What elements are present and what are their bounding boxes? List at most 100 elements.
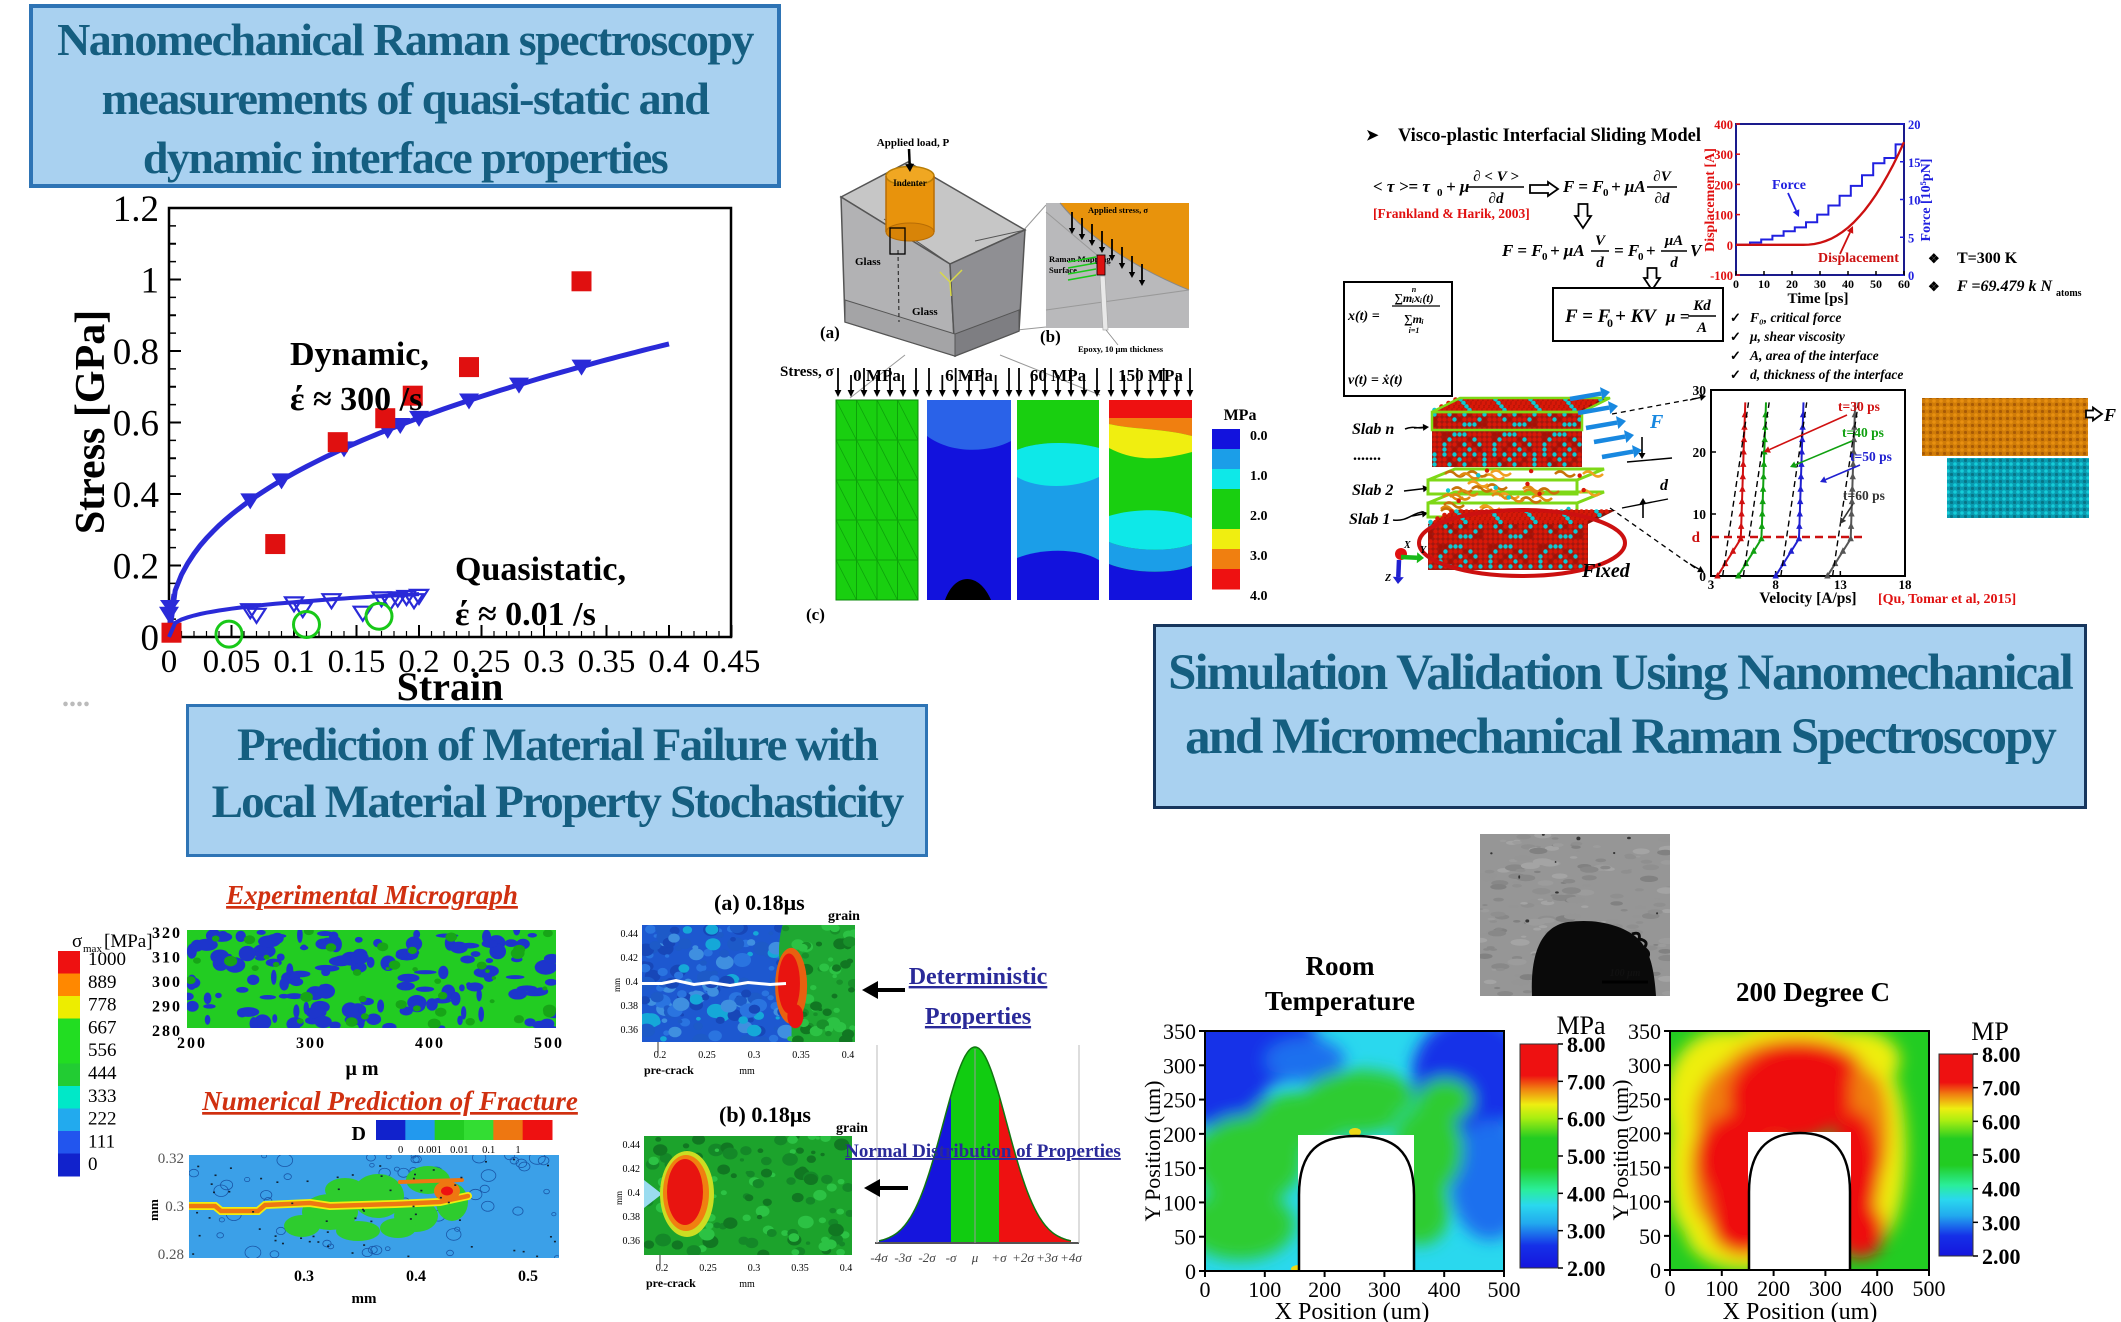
svg-text:Properties: Properties [925, 1004, 1031, 1030]
svg-text:222: 222 [88, 1109, 117, 1130]
svg-text:t=40 ps: t=40 ps [1842, 425, 1884, 440]
svg-text:300: 300 [1809, 1276, 1842, 1301]
svg-text:[MPa]: [MPa] [104, 931, 153, 952]
svg-text:Force: Force [1772, 178, 1806, 193]
svg-text:100: 100 [1248, 1277, 1281, 1302]
svg-text:0: 0 [161, 644, 178, 680]
svg-text:Room: Room [1306, 951, 1375, 981]
svg-text:30: 30 [1814, 277, 1826, 291]
svg-text:0.35: 0.35 [791, 1263, 809, 1274]
svg-text:667: 667 [88, 1017, 117, 1038]
svg-text:+ KV: + KV [1615, 306, 1657, 327]
svg-text:0.36: 0.36 [621, 1025, 639, 1036]
svg-text:+ μA: + μA [1550, 241, 1585, 260]
svg-text:x(t) =: x(t) = [1347, 309, 1380, 324]
svg-text:0: 0 [1607, 316, 1613, 330]
svg-text:MP: MP [1971, 1017, 2009, 1046]
svg-text:Normal Distribution of Propert: Normal Distribution of Properties [845, 1141, 1121, 1162]
svg-text:500: 500 [1913, 1276, 1946, 1301]
svg-text:100: 100 [1628, 1190, 1661, 1215]
svg-text:[Frankland & Harik, 2003]: [Frankland & Harik, 2003] [1373, 206, 1530, 221]
svg-text:8: 8 [1772, 577, 1779, 592]
svg-text:mm: mm [739, 1279, 755, 1290]
svg-text:pre-crack: pre-crack [644, 1063, 694, 1077]
svg-text:300: 300 [1628, 1053, 1661, 1078]
svg-text:0.4: 0.4 [626, 977, 639, 988]
svg-text:400: 400 [1861, 1276, 1894, 1301]
svg-text:400: 400 [415, 1035, 445, 1052]
svg-text:-2σ: -2σ [918, 1250, 936, 1265]
svg-text:15: 15 [1908, 156, 1921, 170]
svg-text:Stress [GPa]: Stress [GPa] [68, 310, 114, 534]
svg-text:50: 50 [1174, 1225, 1196, 1250]
svg-text:A: A [1696, 320, 1707, 336]
svg-text:Y Position (um): Y Position (um) [1608, 1080, 1633, 1221]
svg-text:∂V: ∂V [1653, 169, 1672, 185]
svg-text:✓: ✓ [1730, 310, 1741, 325]
svg-text:V: V [1595, 233, 1607, 249]
svg-text:3.0: 3.0 [1250, 549, 1268, 564]
svg-text:300: 300 [1714, 148, 1733, 162]
svg-text:0.05: 0.05 [203, 644, 261, 680]
svg-text:0.42: 0.42 [621, 953, 639, 964]
svg-text:30: 30 [1693, 383, 1707, 398]
svg-text:320: 320 [152, 925, 182, 942]
svg-text:✓: ✓ [1730, 348, 1741, 363]
svg-text:(a): (a) [820, 323, 840, 342]
svg-text:0.1: 0.1 [273, 644, 314, 680]
svg-text:350: 350 [1163, 1019, 1196, 1044]
svg-text:0.44: 0.44 [623, 1140, 641, 1151]
svg-text:Glass: Glass [912, 306, 938, 318]
svg-text:0.15: 0.15 [328, 644, 386, 680]
svg-text:Deterministic: Deterministic [909, 964, 1048, 990]
svg-text:1.0: 1.0 [1250, 469, 1268, 484]
svg-text:∂d: ∂d [1489, 191, 1504, 207]
svg-text:Displacement: Displacement [1818, 251, 1899, 266]
svg-text:350: 350 [1628, 1019, 1661, 1044]
svg-text:Force [10⁵pN]: Force [10⁵pN] [1919, 159, 1934, 242]
svg-text:10: 10 [1693, 507, 1707, 522]
svg-text:556: 556 [88, 1040, 117, 1061]
svg-text:d: d [1670, 255, 1678, 271]
svg-text:Displacement [A]: Displacement [A] [1703, 148, 1718, 252]
svg-text:1: 1 [141, 261, 160, 302]
svg-text:0.4: 0.4 [840, 1263, 853, 1274]
svg-text:Epoxy, 10 μm thickness: Epoxy, 10 μm thickness [1078, 344, 1164, 354]
svg-text:F =69.479 k N: F =69.479 k N [1956, 278, 2054, 295]
svg-text:Kd: Kd [1692, 298, 1711, 314]
svg-text:F = F: F = F [1564, 306, 1611, 327]
svg-text:7.00: 7.00 [1567, 1069, 1606, 1094]
svg-text:0: 0 [88, 1154, 98, 1175]
svg-text:X Position (um): X Position (um) [1275, 1299, 1430, 1322]
svg-text:0.44: 0.44 [621, 929, 639, 940]
svg-text:έ ≈ 300 /s: έ ≈ 300 /s [290, 381, 422, 418]
svg-text:0.6: 0.6 [113, 404, 159, 445]
svg-text:Visco-plastic Interfacial Sl: Visco-plastic Interfacial Sliding Model [1398, 126, 1701, 146]
svg-text:2.00: 2.00 [1982, 1244, 2021, 1269]
svg-text:333: 333 [88, 1086, 117, 1107]
svg-text:F₀, critical force: F₀, critical force [1749, 310, 1841, 325]
svg-text:310: 310 [152, 950, 182, 967]
svg-text:250: 250 [1628, 1087, 1661, 1112]
svg-text:0: 0 [1650, 1258, 1661, 1283]
svg-text:V: V [1690, 241, 1703, 260]
svg-text:Glass: Glass [855, 256, 881, 268]
svg-text:20: 20 [1786, 277, 1798, 291]
svg-text:0.3: 0.3 [294, 1268, 314, 1285]
svg-text:0: 0 [1733, 277, 1739, 291]
svg-text:Slab 2: Slab 2 [1352, 482, 1393, 499]
svg-text:2.00: 2.00 [1567, 1256, 1606, 1281]
svg-text:....: .... [62, 682, 90, 713]
svg-text:0.4: 0.4 [648, 644, 689, 680]
svg-text:d: d [1692, 530, 1701, 546]
svg-text:4.00: 4.00 [1567, 1181, 1606, 1206]
svg-text:0.2: 0.2 [656, 1263, 669, 1274]
svg-text:Time [ps]: Time [ps] [1788, 291, 1849, 307]
svg-text:t=30 ps: t=30 ps [1838, 399, 1880, 414]
svg-text:3.00: 3.00 [1982, 1210, 2021, 1235]
svg-text:100: 100 [1163, 1190, 1196, 1215]
svg-text:13: 13 [1834, 577, 1848, 592]
svg-text:0.001: 0.001 [418, 1145, 442, 1156]
svg-text:0: 0 [1603, 187, 1609, 199]
svg-text:3: 3 [1708, 577, 1715, 592]
